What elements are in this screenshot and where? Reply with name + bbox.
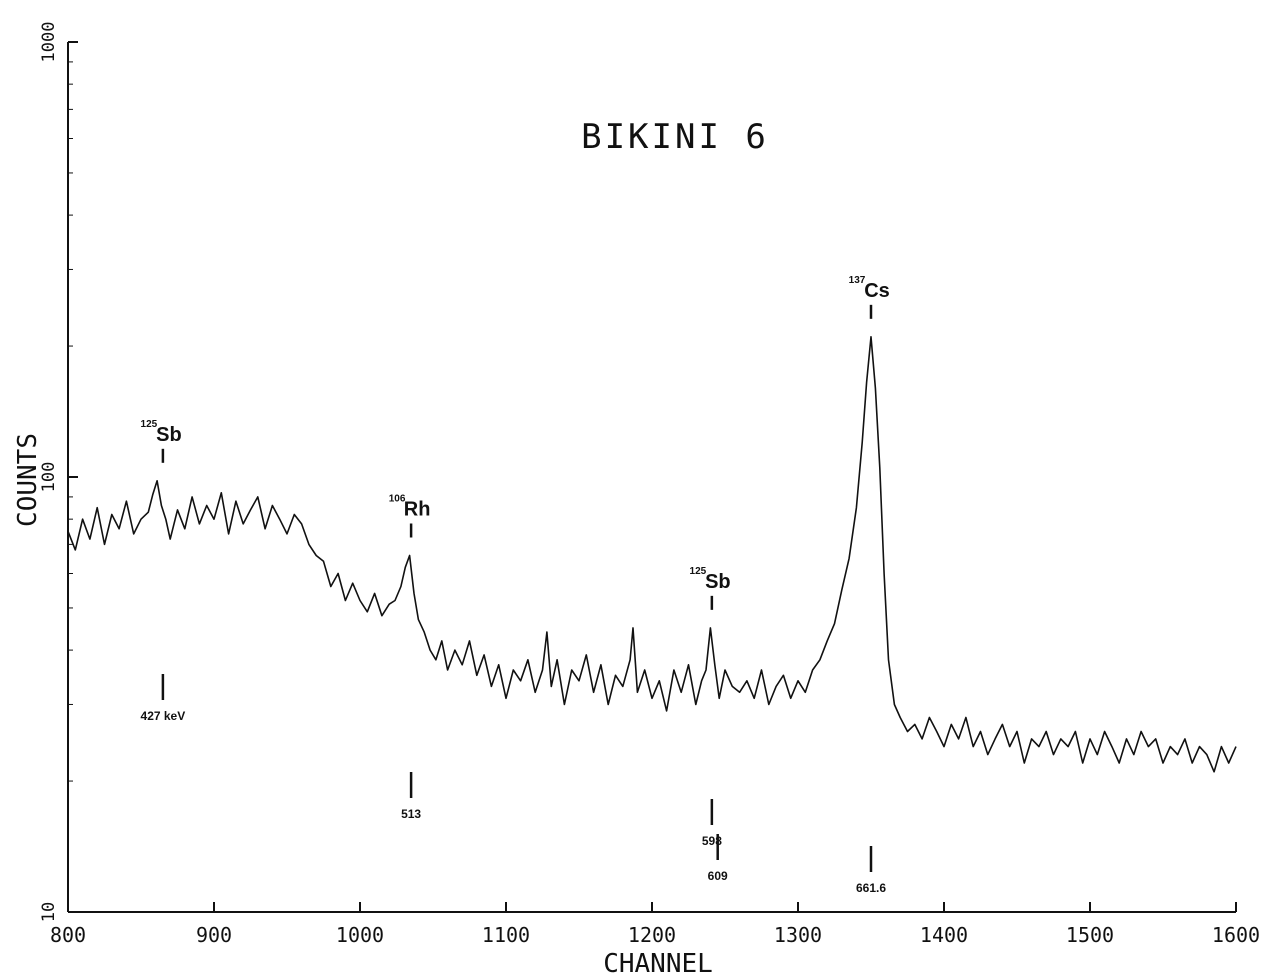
x-tick-label: 1200 bbox=[628, 923, 676, 947]
peak-nuclide-label: Sb bbox=[705, 571, 731, 593]
x-tick-label: 1600 bbox=[1212, 923, 1260, 947]
x-tick-label: 800 bbox=[50, 923, 86, 947]
x-tick-label: 1000 bbox=[336, 923, 384, 947]
x-tick-label: 1100 bbox=[482, 923, 530, 947]
peak-nuclide-label: Rh bbox=[404, 498, 431, 520]
x-tick-label: 1500 bbox=[1066, 923, 1114, 947]
peak-mass-label: 106 bbox=[389, 493, 406, 504]
peak-energy-label: 598 bbox=[702, 834, 722, 848]
peak-energy-label: 427 keV bbox=[141, 709, 186, 723]
peak-energy-label: 513 bbox=[401, 807, 421, 821]
y-tick-label: 10 bbox=[39, 902, 59, 922]
ticks: 800 900 1000 1100 1200 1300 1400 1500 1600 10 100 1… bbox=[39, 22, 1260, 947]
x-tick-label: 1300 bbox=[774, 923, 822, 947]
peak-energy-label: 661.6 bbox=[856, 881, 886, 895]
spectrum-line bbox=[67, 336, 1237, 773]
x-tick-label: 900 bbox=[196, 923, 232, 947]
peak-energy-label: 609 bbox=[708, 869, 728, 883]
y-axis-label: COUNTS bbox=[13, 433, 43, 527]
peak-nuclide-label: Sb bbox=[156, 424, 182, 446]
peak-mass-label: 137 bbox=[849, 275, 866, 286]
peak-mass-label: 125 bbox=[141, 419, 158, 430]
peak-mass-label: 125 bbox=[690, 566, 707, 577]
y-tick-label: 100 bbox=[39, 462, 59, 493]
chart-title: BIKINI 6 bbox=[581, 117, 769, 157]
axes bbox=[67, 42, 1236, 913]
y-tick-label: 1000 bbox=[39, 22, 59, 63]
peak-nuclide-label: Cs bbox=[864, 280, 890, 302]
x-tick-label: 1400 bbox=[920, 923, 968, 947]
series-layer bbox=[67, 336, 1237, 773]
x-axis-label: CHANNEL bbox=[603, 949, 713, 979]
